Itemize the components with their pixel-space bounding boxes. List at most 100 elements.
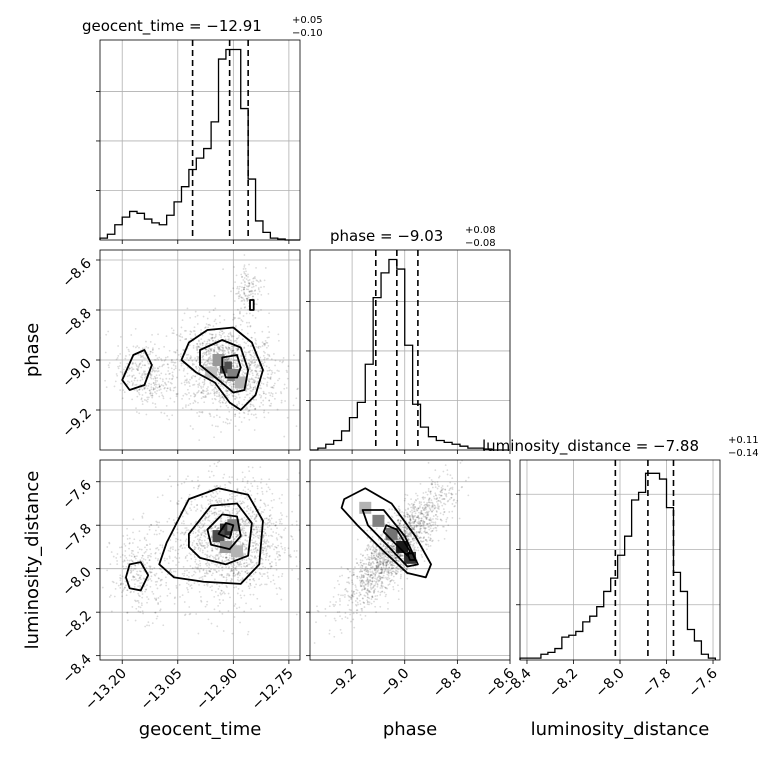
sample-point [268, 412, 270, 414]
sample-point [215, 591, 217, 593]
sample-point [253, 551, 255, 553]
sample-point [232, 512, 234, 514]
sample-point [186, 538, 188, 540]
sample-point [117, 345, 119, 347]
sample-point [136, 580, 138, 582]
sample-point [190, 395, 192, 397]
sample-point [188, 576, 190, 578]
sample-point [242, 489, 244, 491]
sample-point [201, 506, 203, 508]
sample-point [144, 546, 146, 548]
sample-point [135, 364, 137, 366]
sample-point [254, 361, 256, 363]
sample-point [242, 320, 244, 322]
sample-point [229, 422, 231, 424]
sample-point [379, 606, 381, 608]
sample-point [218, 556, 220, 558]
sample-point [296, 550, 298, 552]
sample-point [212, 334, 214, 336]
sample-point [195, 572, 197, 574]
sample-point [201, 504, 203, 506]
sample-point [194, 326, 196, 328]
sample-point [431, 502, 433, 504]
sample-point [144, 348, 146, 350]
sample-point [209, 333, 211, 335]
sample-point [150, 386, 152, 388]
sample-point [273, 579, 275, 581]
sample-point [158, 396, 160, 398]
sample-point [296, 425, 298, 427]
sample-point [208, 470, 210, 472]
sample-point [387, 548, 389, 550]
sample-point [175, 550, 177, 552]
sample-point [197, 476, 199, 478]
sample-point [213, 337, 215, 339]
sample-point [139, 585, 141, 587]
sample-point [129, 560, 131, 562]
sample-point [254, 293, 256, 295]
sample-point [264, 357, 266, 359]
sample-point [250, 357, 252, 359]
sample-point [266, 491, 268, 493]
sample-point [266, 347, 268, 349]
sample-point [237, 365, 239, 367]
sample-point [217, 605, 219, 607]
sample-point [175, 571, 177, 573]
sample-point [202, 356, 204, 358]
sample-point [134, 586, 136, 588]
sample-point [255, 367, 257, 369]
sample-point [271, 493, 273, 495]
sample-point [119, 353, 121, 355]
sample-point [225, 580, 227, 582]
sample-point [197, 488, 199, 490]
sample-point [275, 392, 277, 394]
sample-point [209, 570, 211, 572]
sample-point [188, 398, 190, 400]
sample-point [339, 600, 341, 602]
sample-point [247, 300, 249, 302]
sample-point [214, 395, 216, 397]
sample-point [437, 525, 439, 527]
sample-point [168, 373, 170, 375]
sample-point [157, 357, 159, 359]
sample-point [231, 496, 233, 498]
sample-point [354, 593, 356, 595]
sample-point [335, 620, 337, 622]
sample-point [446, 519, 448, 521]
sample-point [206, 543, 208, 545]
sample-point [162, 364, 164, 366]
sample-point [263, 502, 265, 504]
panel-phase-vs-luminosity-distance: −9.2−9.0−8.8−8.6 [306, 441, 518, 701]
sample-point [244, 254, 246, 256]
sample-point [225, 346, 227, 348]
sample-point [358, 595, 360, 597]
sample-point [261, 575, 263, 577]
sample-point [410, 511, 412, 513]
sample-point [251, 575, 253, 577]
sample-point [268, 518, 270, 520]
sample-point [263, 286, 265, 288]
sample-point [195, 559, 197, 561]
sample-point [245, 535, 247, 537]
sample-point [159, 544, 161, 546]
sample-point [235, 340, 237, 342]
sample-point [130, 591, 132, 593]
sample-point [428, 462, 430, 464]
sample-point [125, 585, 127, 587]
sample-point [272, 543, 274, 545]
sample-point [222, 512, 224, 514]
sample-point [249, 313, 251, 315]
sample-point [233, 335, 235, 337]
sample-point [164, 560, 166, 562]
sample-point [175, 367, 177, 369]
sample-point [152, 393, 154, 395]
sample-point [221, 613, 223, 615]
sample-point [269, 509, 271, 511]
sample-point [132, 384, 134, 386]
sample-point [244, 527, 246, 529]
sample-point [333, 596, 335, 598]
sample-point [222, 569, 224, 571]
sample-point [144, 552, 146, 554]
sample-point [293, 404, 295, 406]
sample-point [230, 340, 232, 342]
